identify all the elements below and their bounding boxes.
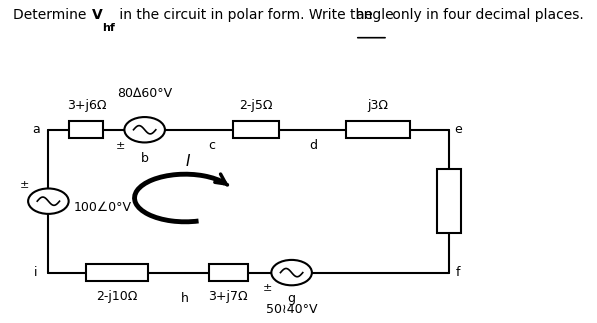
- Text: a: a: [32, 123, 39, 136]
- Text: hf: hf: [102, 23, 115, 33]
- Text: 80∆60°V: 80∆60°V: [117, 87, 172, 99]
- Text: j3Ω: j3Ω: [367, 99, 388, 112]
- Text: angle: angle: [355, 8, 393, 23]
- Text: b: b: [141, 152, 149, 165]
- Text: g: g: [288, 291, 296, 305]
- Text: e: e: [454, 123, 461, 136]
- Text: V: V: [91, 8, 102, 23]
- Text: i: i: [34, 266, 38, 279]
- Text: c: c: [208, 139, 215, 152]
- FancyBboxPatch shape: [233, 121, 279, 139]
- Text: only in four decimal places.: only in four decimal places.: [388, 8, 584, 23]
- FancyBboxPatch shape: [86, 264, 147, 281]
- Text: in the circuit in polar form. Write the: in the circuit in polar form. Write the: [115, 8, 377, 23]
- Text: 3+j6Ω: 3+j6Ω: [67, 99, 106, 112]
- Text: 3+j7Ω: 3+j7Ω: [208, 290, 248, 303]
- FancyBboxPatch shape: [69, 121, 103, 139]
- Text: 2-j10Ω: 2-j10Ω: [96, 290, 137, 303]
- FancyBboxPatch shape: [346, 121, 410, 139]
- Text: f: f: [456, 266, 460, 279]
- Text: d: d: [309, 139, 318, 152]
- Text: I: I: [186, 154, 190, 169]
- FancyBboxPatch shape: [209, 264, 248, 281]
- Text: 50≀40°V: 50≀40°V: [266, 303, 318, 316]
- Text: ±: ±: [116, 141, 125, 151]
- Text: ±: ±: [19, 180, 29, 190]
- Text: h: h: [181, 291, 189, 305]
- Text: 2-j5Ω: 2-j5Ω: [239, 99, 273, 112]
- Text: Determine: Determine: [13, 8, 91, 23]
- Text: 100∠0°V: 100∠0°V: [73, 201, 132, 214]
- FancyBboxPatch shape: [436, 169, 461, 233]
- Text: ±: ±: [263, 284, 272, 294]
